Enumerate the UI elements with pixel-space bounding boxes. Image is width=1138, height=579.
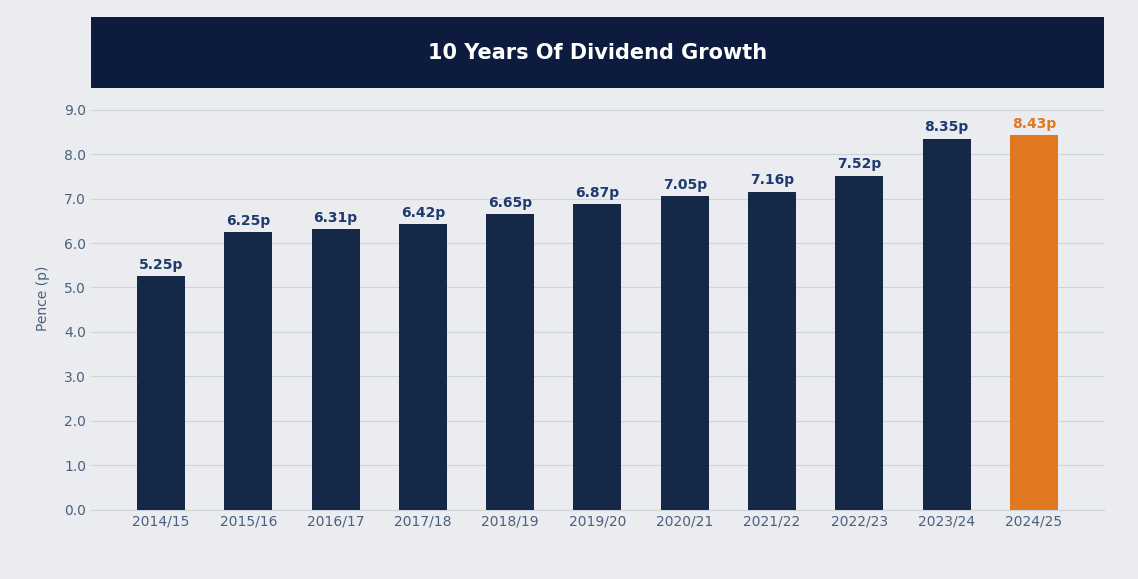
Bar bbox=[312, 229, 360, 510]
Bar bbox=[661, 196, 709, 510]
Text: 7.16p: 7.16p bbox=[750, 173, 794, 187]
Bar bbox=[835, 175, 883, 510]
Text: 6.42p: 6.42p bbox=[401, 206, 445, 220]
Bar bbox=[399, 225, 447, 510]
Bar bbox=[748, 192, 795, 510]
Bar bbox=[137, 276, 185, 510]
Text: 10 Years Of Dividend Growth: 10 Years Of Dividend Growth bbox=[428, 42, 767, 63]
Bar bbox=[574, 204, 621, 510]
Text: 6.25p: 6.25p bbox=[226, 214, 271, 228]
Text: 6.87p: 6.87p bbox=[576, 186, 619, 200]
Bar bbox=[224, 232, 272, 510]
Text: 8.43p: 8.43p bbox=[1012, 117, 1056, 131]
Text: 6.31p: 6.31p bbox=[314, 211, 357, 225]
Text: 7.52p: 7.52p bbox=[838, 157, 882, 171]
Bar bbox=[923, 139, 971, 510]
Text: 5.25p: 5.25p bbox=[139, 258, 183, 272]
Text: 7.05p: 7.05p bbox=[662, 178, 707, 192]
Text: 6.65p: 6.65p bbox=[488, 196, 533, 210]
Y-axis label: Pence (p): Pence (p) bbox=[36, 266, 50, 331]
Bar bbox=[486, 214, 534, 510]
Text: 8.35p: 8.35p bbox=[924, 120, 968, 134]
Bar bbox=[1009, 135, 1058, 510]
